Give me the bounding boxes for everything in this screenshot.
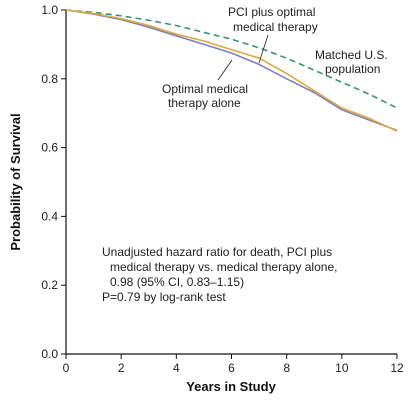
x-axis-title: Years in Study xyxy=(186,379,276,394)
us-label-line-2: population xyxy=(325,62,380,76)
y-tick-label: 0.2 xyxy=(41,278,58,292)
omt-leader-line xyxy=(217,59,233,81)
y-tick-label: 1.0 xyxy=(41,3,58,17)
stats-line-1: Unadjusted hazard ratio for death, PCI p… xyxy=(102,245,332,259)
series-group xyxy=(65,9,398,132)
omt-label-line-2: therapy alone xyxy=(168,96,241,110)
x-tick-label: 12 xyxy=(390,361,404,375)
y-ticks: 0.0 0.2 0.4 0.6 0.8 1.0 xyxy=(41,3,66,361)
pci-label: PCI plus optimal medical therapy xyxy=(228,5,318,64)
stats-line-2: medical therapy vs. medical therapy alon… xyxy=(110,260,337,274)
pci-label-line-2: medical therapy xyxy=(233,20,318,34)
pci-label-line-1: PCI plus optimal xyxy=(228,5,315,19)
stats-line-4: P=0.79 by log-rank test xyxy=(102,290,226,304)
omt-label-line-1: Optimal medical xyxy=(162,82,248,96)
series-line-optimal-medical-therapy-alone xyxy=(65,9,398,132)
x-tick-label: 4 xyxy=(173,361,180,375)
y-axis-title: Probability of Survival xyxy=(8,113,23,250)
y-tick-label: 0.6 xyxy=(41,141,58,155)
us-population-label: Matched U.S. population xyxy=(315,48,388,76)
stats-line-3: 0.98 (95% CI, 0.83–1.15) xyxy=(110,275,244,289)
y-tick-label: 0.8 xyxy=(41,72,58,86)
series-line-pci-plus-optimal-medical-therapy xyxy=(65,9,398,132)
us-label-line-1: Matched U.S. xyxy=(315,48,388,62)
x-tick-label: 10 xyxy=(335,361,349,375)
y-tick-label: 0.0 xyxy=(41,347,58,361)
stats-annotation: Unadjusted hazard ratio for death, PCI p… xyxy=(102,245,337,304)
series-line-matched-u-s-population xyxy=(65,9,398,109)
pci-leader-line xyxy=(258,34,269,64)
x-tick-label: 0 xyxy=(63,361,70,375)
y-tick-label: 0.4 xyxy=(41,209,58,223)
omt-label: Optimal medical therapy alone xyxy=(162,59,248,110)
x-tick-label: 6 xyxy=(228,361,235,375)
x-tick-label: 2 xyxy=(118,361,125,375)
x-ticks: 0 2 4 6 8 10 12 xyxy=(63,354,404,375)
x-tick-label: 8 xyxy=(283,361,290,375)
